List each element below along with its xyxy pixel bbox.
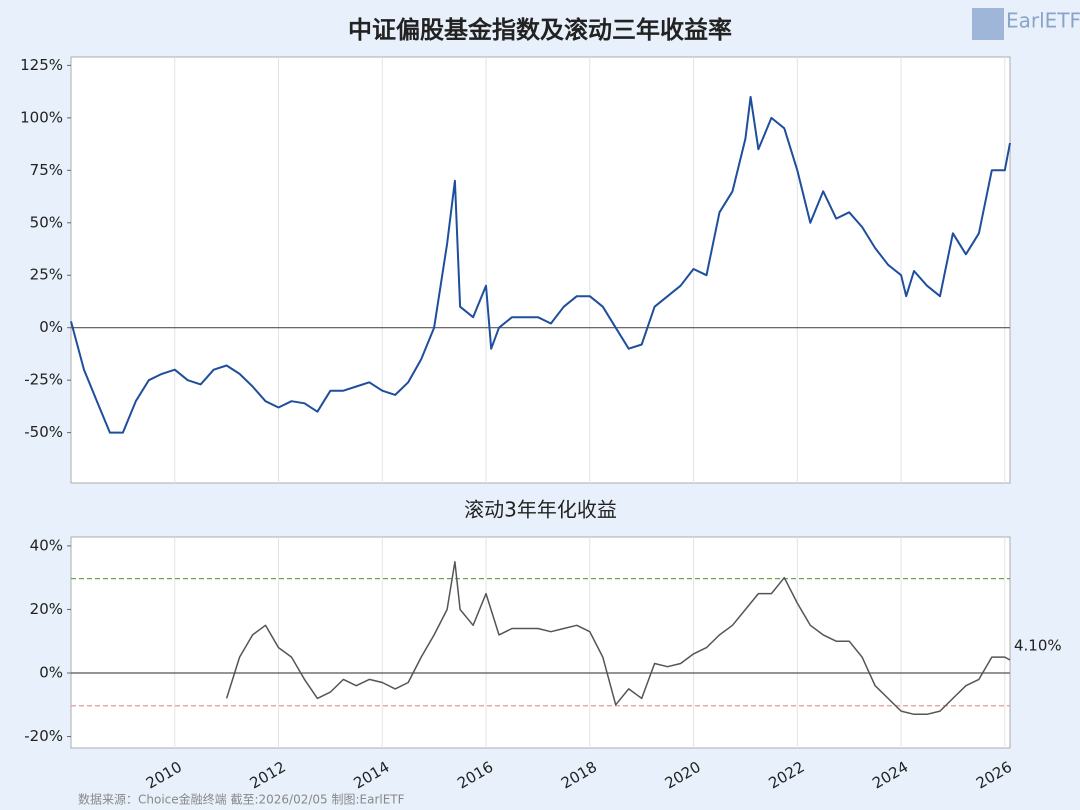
- y-tick-label: 50%: [30, 213, 63, 231]
- y-tick-label: 25%: [30, 266, 63, 284]
- x-tick-label: 2018: [558, 758, 600, 793]
- x-tick-label: 2014: [350, 758, 392, 793]
- plot-area: [70, 56, 1011, 484]
- x-tick-label: 2016: [454, 758, 496, 793]
- x-tick-label: 2024: [869, 758, 911, 793]
- y-tick-label: 0%: [39, 318, 63, 336]
- y-tick-label: 125%: [20, 56, 63, 74]
- x-tick-label: 2022: [765, 758, 807, 793]
- y-tick-label: 100%: [20, 108, 63, 126]
- x-tick-label: 2010: [143, 758, 185, 793]
- y-tick-label: -20%: [24, 727, 63, 745]
- panel-title: 滚动3年年化收益: [464, 498, 617, 522]
- logo-icon: [972, 8, 1004, 40]
- plot-area: [70, 536, 1011, 749]
- x-tick-label: 2012: [247, 758, 289, 793]
- y-tick-label: 0%: [39, 664, 63, 682]
- logo: EarlETF: [1006, 9, 1080, 33]
- y-tick-label: 20%: [30, 600, 63, 618]
- data-line: [225, 561, 1011, 716]
- x-tick-label: 2020: [662, 758, 704, 793]
- y-tick-label: -25%: [24, 371, 63, 389]
- y-tick-label: 40%: [30, 536, 63, 554]
- y-tick-label: 75%: [30, 161, 63, 179]
- source-note: 数据来源：Choice金融终端 截至:2026/02/05 制图:EarlETF: [78, 792, 405, 807]
- x-tick-label: 2026: [973, 758, 1015, 793]
- chart-title: 中证偏股基金指数及滚动三年收益率: [348, 16, 732, 44]
- data-line: [70, 95, 1011, 434]
- value-label: 4.10%: [1014, 636, 1062, 654]
- y-tick-label: -50%: [24, 423, 63, 441]
